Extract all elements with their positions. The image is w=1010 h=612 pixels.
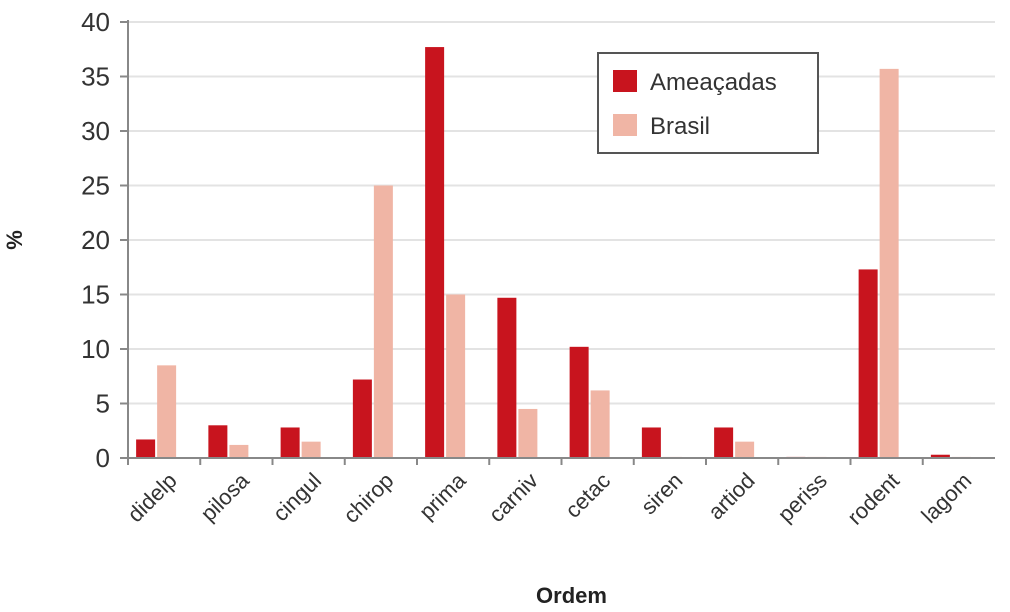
legend-box <box>597 52 819 154</box>
bar-ameacadas-pilosa <box>208 425 228 458</box>
legend-label-brasil: Brasil <box>650 113 710 140</box>
x-tick-label-periss: periss <box>773 468 832 527</box>
x-tick-label-prima: prima <box>414 467 471 524</box>
bar-brasil-cetac <box>590 390 610 458</box>
bar-ameacadas-artiod <box>714 427 734 458</box>
legend-swatch-brasil <box>613 114 637 136</box>
legend-swatch-ameacadas <box>613 70 637 92</box>
x-tick-label-pilosa: pilosa <box>196 467 255 526</box>
bar-brasil-artiod <box>735 441 755 458</box>
bar-brasil-carniv <box>518 408 538 458</box>
y-tick-label-35: 35 <box>81 62 110 92</box>
bar-brasil-prima <box>446 294 466 458</box>
x-tick-label-cingul: cingul <box>268 468 326 526</box>
bars-layer <box>136 47 971 459</box>
bar-ameacadas-carniv <box>497 297 517 458</box>
bar-brasil-rodent <box>879 68 899 459</box>
x-tick-label-chirop: chirop <box>338 468 398 528</box>
y-tick-label-15: 15 <box>81 280 110 310</box>
bar-brasil-cingul <box>301 441 321 458</box>
bar-ameacadas-rodent <box>858 269 878 458</box>
y-tick-label-5: 5 <box>96 389 110 419</box>
bar-brasil-didelp <box>157 365 177 458</box>
legend: Ameaçadas Brasil <box>597 52 819 154</box>
bar-brasil-pilosa <box>229 444 249 458</box>
bar-ameacadas-cetac <box>569 346 589 458</box>
bar-ameacadas-lagom <box>930 454 950 458</box>
x-tick-label-siren: siren <box>636 468 687 519</box>
y-tick-label-0: 0 <box>96 443 110 473</box>
y-axis-title: % <box>2 230 27 250</box>
grid-layer <box>128 21 995 405</box>
y-tick-label-20: 20 <box>81 225 110 255</box>
x-tick-label-lagom: lagom <box>916 468 976 528</box>
x-tick-label-rodent: rodent <box>842 468 904 530</box>
bar-ameacadas-prima <box>425 47 445 458</box>
bar-ameacadas-chirop <box>352 379 372 458</box>
bar-ameacadas-cingul <box>280 427 300 458</box>
y-tick-label-25: 25 <box>81 171 110 201</box>
x-axis-title: Ordem <box>536 583 607 608</box>
axes-layer <box>120 20 995 465</box>
y-tick-label-10: 10 <box>81 334 110 364</box>
legend-label-ameacadas: Ameaçadas <box>650 69 777 96</box>
x-tick-label-artiod: artiod <box>703 468 760 525</box>
bar-ameacadas-didelp <box>136 439 156 458</box>
x-tick-label-cetac: cetac <box>560 468 615 523</box>
y-tick-label-40: 40 <box>81 7 110 37</box>
x-tick-label-didelp: didelp <box>122 468 181 527</box>
bar-brasil-chirop <box>373 185 393 458</box>
x-tick-label-carniv: carniv <box>484 468 543 527</box>
bar-ameacadas-siren <box>641 427 661 458</box>
y-tick-label-30: 30 <box>81 116 110 146</box>
